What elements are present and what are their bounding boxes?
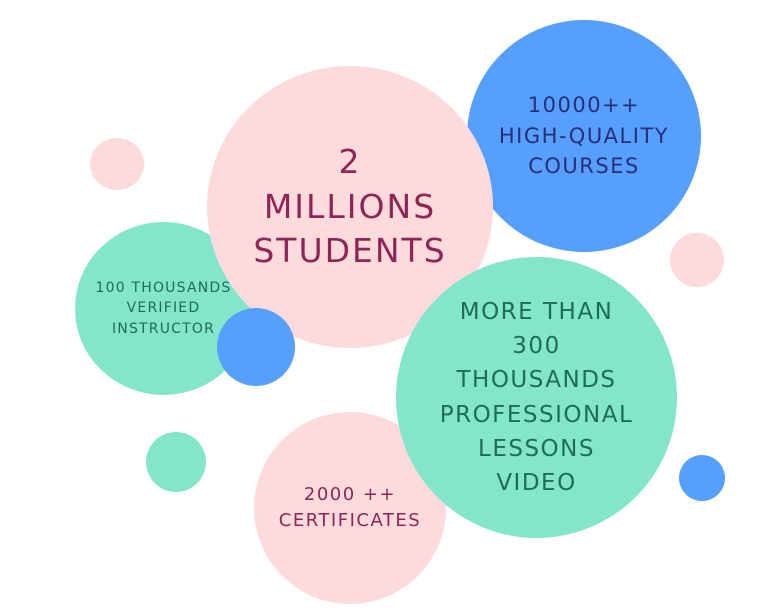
certificates-stat-text: 2000 ++ CERTIFICATES bbox=[279, 482, 421, 534]
instructors-label: INSTRUCTOR bbox=[111, 320, 216, 337]
instructors-verified-label: VERIFIED bbox=[126, 300, 201, 317]
decorative-dot-blue bbox=[679, 455, 725, 501]
courses-stat-text: 10000++ HIGH-QUALITY COURSES bbox=[499, 90, 669, 181]
decorative-dot-pink bbox=[90, 138, 144, 190]
certificates-count: 2000 ++ bbox=[303, 483, 397, 505]
certificates-stat-bubble: 2000 ++ CERTIFICATES bbox=[254, 412, 446, 604]
courses-quality-label: HIGH-QUALITY bbox=[498, 123, 670, 148]
students-unit: MILLIONS bbox=[263, 186, 437, 226]
students-count: 2 bbox=[338, 141, 362, 181]
students-label: STUDENTS bbox=[253, 231, 447, 271]
students-stat-text: 2 MILLIONS STUDENTS bbox=[253, 140, 446, 275]
lessons-count: 300 bbox=[512, 333, 561, 360]
students-stat-bubble: 2 MILLIONS STUDENTS bbox=[207, 66, 493, 348]
instructors-count: 100 THOUSANDS bbox=[95, 280, 232, 297]
decorative-dot-blue bbox=[217, 308, 295, 386]
courses-stat-bubble: 10000++ HIGH-QUALITY COURSES bbox=[467, 20, 701, 252]
lessons-video-label: VIDEO bbox=[496, 469, 577, 496]
courses-count: 10000++ bbox=[527, 93, 641, 118]
lessons-stat-text: MORE THAN 300 THOUSANDS PROFESSIONAL LES… bbox=[440, 295, 634, 499]
decorative-dot-mint bbox=[146, 432, 206, 492]
decorative-dot-pink bbox=[670, 233, 724, 287]
lessons-professional-label: PROFESSIONAL bbox=[439, 401, 634, 428]
courses-label: COURSES bbox=[528, 154, 640, 179]
instructors-stat-text: 100 THOUSANDS VERIFIED INSTRUCTOR bbox=[96, 278, 232, 339]
lessons-prefix: MORE THAN bbox=[459, 299, 614, 326]
lessons-label: LESSONS bbox=[478, 435, 595, 462]
lessons-unit: THOUSANDS bbox=[456, 367, 617, 394]
lessons-stat-bubble: MORE THAN 300 THOUSANDS PROFESSIONAL LES… bbox=[396, 257, 677, 538]
certificates-label: CERTIFICATES bbox=[278, 510, 422, 531]
